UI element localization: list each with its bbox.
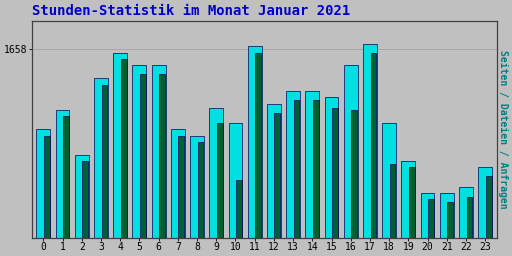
Bar — [190, 136, 204, 238]
Bar — [351, 110, 357, 238]
Bar — [344, 65, 358, 238]
Bar — [486, 176, 492, 238]
Bar — [63, 116, 69, 238]
Bar — [390, 164, 395, 238]
Bar — [447, 202, 453, 238]
Y-axis label: Seiten / Dateien / Anfragen: Seiten / Dateien / Anfragen — [498, 50, 508, 208]
Bar — [428, 199, 434, 238]
Bar — [171, 129, 185, 238]
Bar — [209, 108, 223, 238]
Bar — [382, 123, 396, 238]
Bar — [140, 74, 146, 238]
Bar — [440, 193, 454, 238]
Bar — [101, 84, 108, 238]
Bar — [44, 136, 50, 238]
Bar — [274, 113, 280, 238]
Bar — [36, 129, 50, 238]
Bar — [267, 104, 281, 238]
Bar — [236, 180, 242, 238]
Bar — [248, 46, 262, 238]
Bar — [217, 123, 223, 238]
Bar — [409, 167, 415, 238]
Bar — [325, 97, 338, 238]
Bar — [178, 136, 184, 238]
Bar — [133, 65, 146, 238]
Bar — [82, 161, 88, 238]
Bar — [121, 59, 126, 238]
Bar — [152, 65, 165, 238]
Bar — [466, 197, 473, 238]
Bar — [94, 78, 108, 238]
Bar — [113, 53, 127, 238]
Bar — [363, 44, 377, 238]
Bar — [313, 100, 318, 238]
Bar — [294, 100, 300, 238]
Text: Stunden-Statistik im Monat Januar 2021: Stunden-Statistik im Monat Januar 2021 — [32, 4, 350, 18]
Bar — [421, 193, 435, 238]
Bar — [459, 187, 473, 238]
Bar — [228, 123, 242, 238]
Bar — [371, 53, 376, 238]
Bar — [332, 108, 338, 238]
Bar — [255, 53, 261, 238]
Bar — [159, 74, 165, 238]
Bar — [478, 167, 492, 238]
Bar — [198, 142, 203, 238]
Bar — [286, 91, 300, 238]
Bar — [305, 91, 319, 238]
Bar — [401, 161, 415, 238]
Bar — [56, 110, 70, 238]
Bar — [75, 155, 89, 238]
